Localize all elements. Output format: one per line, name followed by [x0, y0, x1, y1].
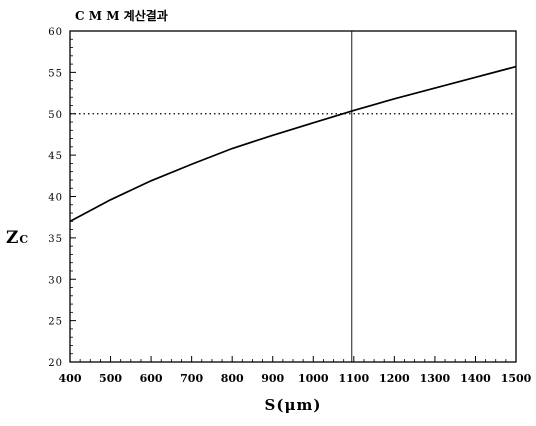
x-tick-label: 1500 [501, 372, 532, 385]
x-tick-label: 900 [261, 372, 284, 385]
x-axis-label: S(μm) [265, 396, 322, 414]
y-axis-ticks: 20 25 30 35 40 45 50 55 60 [48, 27, 76, 369]
reference-lines [70, 31, 516, 362]
chart-title: C M M 계산결과 [75, 8, 168, 23]
y-axis-label: ZC [6, 228, 28, 248]
y-tick-label: 55 [48, 68, 63, 79]
y-tick-label: 35 [48, 234, 63, 245]
y-tick-label: 40 [48, 193, 63, 204]
x-axis-ticks: 400 500 600 700 800 900 1000 1100 1200 1300 1400 15… [59, 356, 532, 385]
x-tick-label: 400 [59, 372, 82, 385]
x-tick-label: 1400 [460, 372, 491, 385]
plot-frame [69, 30, 517, 363]
x-tick-label: 500 [99, 372, 122, 385]
y-tick-label: 20 [48, 358, 63, 369]
y-tick-label: 45 [48, 151, 63, 162]
x-tick-label: 1000 [298, 372, 329, 385]
y-tick-label: 60 [48, 27, 63, 38]
x-tick-label: 600 [140, 372, 163, 385]
x-tick-label: 1200 [379, 372, 410, 385]
x-tick-label: 1300 [420, 372, 451, 385]
x-tick-label: 1100 [339, 372, 370, 385]
y-tick-label: 25 [48, 317, 63, 328]
y-axis-label-main: Z [6, 228, 18, 248]
y-axis-label-subscript: C [19, 233, 28, 246]
series-line-0 [69, 65, 517, 223]
y-tick-label: 50 [48, 110, 63, 121]
series-group [69, 65, 517, 223]
x-tick-label: 800 [221, 372, 244, 385]
y-tick-label: 30 [48, 275, 63, 286]
x-tick-label: 700 [180, 372, 203, 385]
